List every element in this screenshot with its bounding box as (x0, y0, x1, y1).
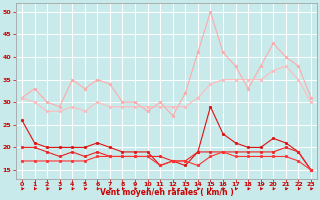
X-axis label: Vent moyen/en rafales ( km/h ): Vent moyen/en rafales ( km/h ) (100, 188, 233, 197)
